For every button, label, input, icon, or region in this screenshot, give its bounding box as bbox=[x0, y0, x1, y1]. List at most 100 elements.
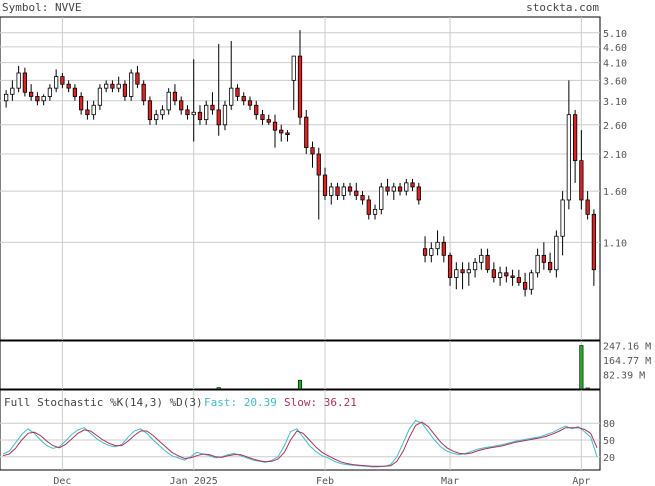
candle-body bbox=[329, 186, 334, 196]
candle-body bbox=[172, 91, 178, 102]
candle-body bbox=[535, 254, 540, 274]
candle-body bbox=[266, 119, 271, 123]
candle-body bbox=[110, 83, 115, 89]
candle-body bbox=[272, 121, 278, 131]
stochastic-slow-line bbox=[2, 421, 598, 467]
candles-group bbox=[4, 30, 596, 297]
candle-body bbox=[554, 235, 559, 271]
volume-bar bbox=[297, 379, 303, 390]
candle-body bbox=[241, 96, 246, 102]
candle-body bbox=[129, 72, 134, 97]
candle-body bbox=[397, 186, 403, 192]
candle-body bbox=[4, 93, 9, 102]
candle-body bbox=[354, 190, 359, 196]
candle-body bbox=[285, 132, 290, 136]
candle-body bbox=[210, 104, 215, 111]
candle-body bbox=[72, 87, 78, 97]
candle-body bbox=[260, 114, 265, 121]
candle-body bbox=[385, 186, 390, 192]
candle-body bbox=[166, 91, 171, 111]
candle-body bbox=[91, 104, 96, 116]
x-tick-label: Mar bbox=[441, 476, 459, 486]
candle-body bbox=[279, 129, 284, 134]
candle-body bbox=[229, 87, 234, 106]
candle-body bbox=[410, 182, 415, 188]
price-tick-label: 1.60 bbox=[603, 187, 627, 198]
candle-body bbox=[35, 96, 40, 102]
candle-body bbox=[79, 96, 84, 111]
price-tick-label: 4.60 bbox=[603, 43, 627, 54]
candle-body bbox=[504, 272, 509, 277]
candle-body bbox=[235, 87, 240, 97]
price-tick-label: 4.10 bbox=[603, 59, 627, 70]
volume-bar bbox=[579, 345, 584, 390]
candle-body bbox=[297, 55, 303, 118]
candle-body bbox=[147, 100, 153, 121]
price-tick-label: 3.60 bbox=[603, 76, 627, 87]
price-tick-label: 5.10 bbox=[603, 29, 627, 40]
candle-body bbox=[547, 261, 553, 271]
candle-body bbox=[322, 174, 328, 196]
candle-body bbox=[97, 87, 103, 106]
candle-body bbox=[541, 254, 546, 263]
candle-body bbox=[254, 104, 259, 116]
volume-tick-label: 247.16 M bbox=[603, 341, 651, 352]
candle-body bbox=[522, 282, 528, 290]
candle-body bbox=[191, 111, 196, 116]
price-tick-label: 2.60 bbox=[603, 121, 627, 132]
candle-body bbox=[460, 269, 465, 274]
volume-bars-group bbox=[216, 345, 590, 390]
candle-body bbox=[379, 186, 384, 210]
candle-body bbox=[572, 114, 578, 162]
candle-body bbox=[360, 195, 365, 201]
stochastic-title: Full Stochastic %K(14,3) %D(3) bbox=[4, 396, 203, 409]
candle-body bbox=[472, 261, 478, 271]
candle-body bbox=[566, 114, 571, 201]
candle-body bbox=[29, 91, 34, 97]
candle-body bbox=[41, 96, 46, 102]
candle-body bbox=[160, 109, 165, 116]
candle-body bbox=[435, 241, 440, 250]
candle-body bbox=[316, 153, 321, 176]
candle-body bbox=[510, 275, 515, 278]
candle-body bbox=[54, 76, 59, 89]
stochastic-lines-group bbox=[2, 419, 598, 468]
candle-body bbox=[216, 109, 221, 126]
candle-body bbox=[466, 269, 471, 274]
candle-body bbox=[516, 277, 521, 283]
site-label: stockta.com bbox=[526, 1, 599, 14]
stochastic-tick-label: 20 bbox=[603, 453, 615, 464]
candle-body bbox=[304, 116, 309, 149]
candle-body bbox=[479, 254, 484, 263]
candle-body bbox=[310, 147, 315, 155]
candle-body bbox=[154, 114, 159, 121]
candle-body bbox=[247, 100, 253, 106]
x-tick-label: Apr bbox=[572, 476, 590, 486]
stochastic-slow-label: Slow: 36.21 bbox=[284, 396, 357, 409]
candle-body bbox=[454, 269, 459, 278]
candle-body bbox=[335, 186, 340, 196]
candle-body bbox=[441, 241, 446, 256]
volume-tick-label: 164.77 M bbox=[603, 356, 651, 367]
candle-body bbox=[85, 109, 90, 116]
candle-body bbox=[60, 76, 65, 85]
x-tick-label: Dec bbox=[53, 476, 71, 486]
candle-body bbox=[429, 248, 434, 256]
price-tick-label: 2.10 bbox=[603, 150, 627, 161]
volume-bar bbox=[585, 387, 590, 390]
candle-body bbox=[372, 208, 378, 215]
candle-body bbox=[16, 72, 21, 89]
candle-body bbox=[222, 104, 228, 126]
candle-body bbox=[497, 272, 503, 278]
volume-tick-label: 82.39 M bbox=[603, 370, 645, 381]
candle-body bbox=[341, 186, 346, 196]
candle-body bbox=[66, 83, 71, 89]
candle-body bbox=[391, 186, 396, 192]
candle-body bbox=[585, 199, 590, 215]
candle-body bbox=[491, 269, 496, 278]
candle-body bbox=[404, 182, 409, 192]
x-tick-label: Jan 2025 bbox=[170, 476, 218, 486]
candle-body bbox=[122, 83, 128, 97]
candle-body bbox=[416, 186, 421, 201]
